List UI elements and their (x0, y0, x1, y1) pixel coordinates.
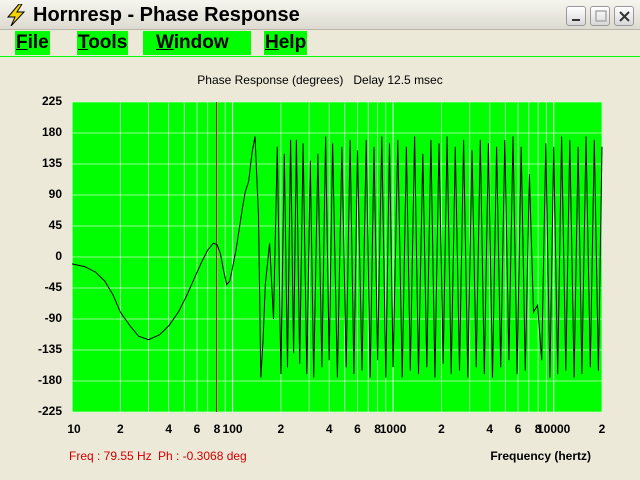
x-tick-label: 4 (165, 422, 172, 436)
x-tick-label: 2 (438, 422, 445, 436)
y-tick-label: -90 (44, 311, 62, 325)
menu-file-mnemonic: F (16, 32, 28, 53)
menu-help-mnemonic: H (265, 32, 279, 53)
x-tick-label: 10000 (536, 422, 571, 436)
chart-title: Phase Response (degrees) Delay 12.5 msec (0, 73, 640, 87)
y-tick-label: 0 (55, 249, 62, 263)
chart-title-text: Phase Response (degrees) (197, 73, 344, 87)
menu-tools[interactable]: Tools (77, 31, 129, 55)
y-tick-label: -45 (44, 280, 62, 294)
status-frequency: Freq : 79.55 Hz (69, 449, 152, 463)
x-tick-label: 1000 (379, 422, 407, 436)
maximize-button[interactable] (590, 6, 610, 26)
y-tick-label: 225 (41, 94, 62, 108)
x-axis-label: Frequency (hertz) (490, 449, 591, 463)
y-tick-label: -225 (37, 404, 62, 418)
x-tick-label: 6 (193, 422, 201, 436)
menu-file[interactable]: File (15, 31, 50, 55)
y-tick-label: 90 (48, 187, 62, 201)
menu-help-label: elp (278, 32, 307, 53)
x-tick-label: 8 (213, 422, 221, 436)
minimize-button[interactable] (566, 6, 586, 26)
menu-window-mnemonic: W (156, 32, 174, 53)
y-tick-label: -180 (37, 373, 62, 387)
x-tick-label: 2 (598, 422, 606, 436)
menu-tools-label: ools (88, 32, 128, 53)
x-tick-label: 100 (222, 422, 243, 436)
minimize-icon (572, 19, 580, 21)
maximize-icon (595, 10, 607, 22)
menu-tools-mnemonic: T (78, 32, 89, 53)
close-button[interactable] (614, 6, 634, 26)
x-tick-label: 8 (534, 422, 542, 436)
x-tick-label: 8 (374, 422, 381, 436)
chart-delay: Delay 12.5 msec (353, 73, 443, 87)
menu-file-label: ile (27, 32, 49, 53)
y-tick-label: 180 (41, 125, 62, 139)
y-tick-label: 45 (48, 218, 62, 232)
menu-bar: File Tools Window Help (0, 30, 640, 57)
x-tick-label: 2 (116, 422, 124, 436)
lightning-bolt-icon (6, 4, 26, 26)
y-tick-label: 135 (41, 156, 62, 170)
y-tick-label: -135 (37, 342, 62, 356)
x-tick-label: 4 (325, 422, 333, 436)
status-phase: Ph : -0.3068 deg (158, 449, 247, 463)
x-tick-label: 6 (354, 422, 361, 436)
window-title: Hornresp - Phase Response (33, 4, 300, 26)
x-tick-label: 2 (277, 422, 285, 436)
menu-window-label: indow (173, 32, 229, 53)
close-icon (619, 11, 630, 22)
x-tick-label: 10 (67, 422, 81, 436)
x-tick-label: 6 (514, 422, 522, 436)
menu-help[interactable]: Help (264, 31, 308, 55)
title-bar[interactable]: Hornresp - Phase Response (0, 0, 640, 30)
phase-response-chart[interactable] (0, 58, 640, 480)
phase-trace (71, 136, 603, 378)
x-tick-label: 4 (486, 422, 494, 436)
menu-window[interactable]: Window (143, 31, 251, 55)
